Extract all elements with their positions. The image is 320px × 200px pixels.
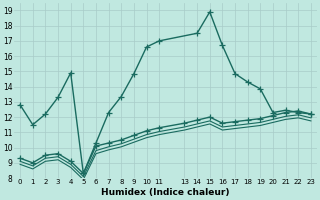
X-axis label: Humidex (Indice chaleur): Humidex (Indice chaleur) [101,188,230,197]
